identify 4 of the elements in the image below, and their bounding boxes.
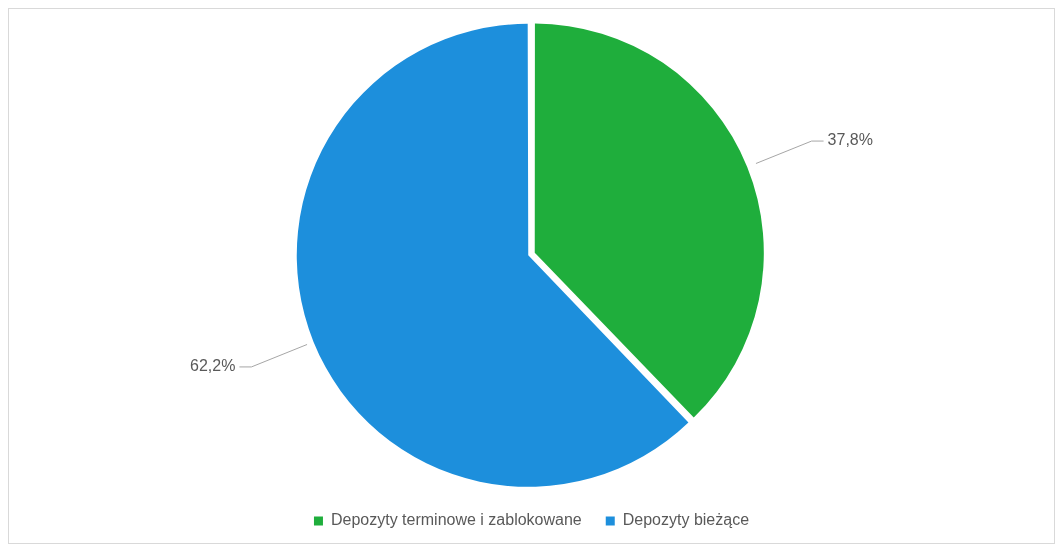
data-label: 62,2% xyxy=(190,357,236,375)
legend-label: Depozyty bieżące xyxy=(622,511,750,529)
legend-label: Depozyty terminowe i zablokowane xyxy=(330,511,582,529)
data-label: 37,8% xyxy=(827,131,873,149)
